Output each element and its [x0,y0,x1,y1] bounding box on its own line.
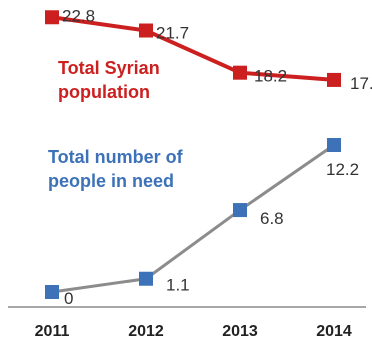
data-point-1-2011 [45,285,59,299]
data-label-1-2014: 12.2 [326,160,359,179]
series-line-1 [51,143,335,294]
data-label-1-2012: 1.1 [166,276,190,295]
data-point-0-2012 [139,23,153,38]
x-tick-label-2014: 2014 [316,323,352,340]
data-point-0-2013 [233,65,247,80]
series-name-0-line-1: population [58,82,150,102]
data-point-1-2013 [233,203,247,218]
data-point-1-2014 [327,137,341,152]
x-tick-label-2013: 2013 [222,323,258,340]
series-name-0-line-0: Total Syrian [58,58,160,78]
data-label-0-2014: 17.6 [350,74,372,93]
data-label-0-2013: 18.2 [254,67,287,86]
data-label-1-2011: 0 [64,289,73,308]
series-line-0 [51,15,335,82]
data-point-1-2012 [139,271,153,286]
x-tick-label-2012: 2012 [128,323,164,340]
data-label-0-2011: 22.8 [62,6,95,25]
data-label-1-2013: 6.8 [260,209,284,228]
data-label-0-2012: 21.7 [156,24,189,43]
series-name-1-line-0: Total number of [48,147,184,167]
data-point-0-2014 [327,72,341,87]
series-name-1-line-1: people in need [48,171,174,191]
data-point-0-2011 [45,10,59,25]
x-tick-label-2011: 2011 [35,323,70,340]
